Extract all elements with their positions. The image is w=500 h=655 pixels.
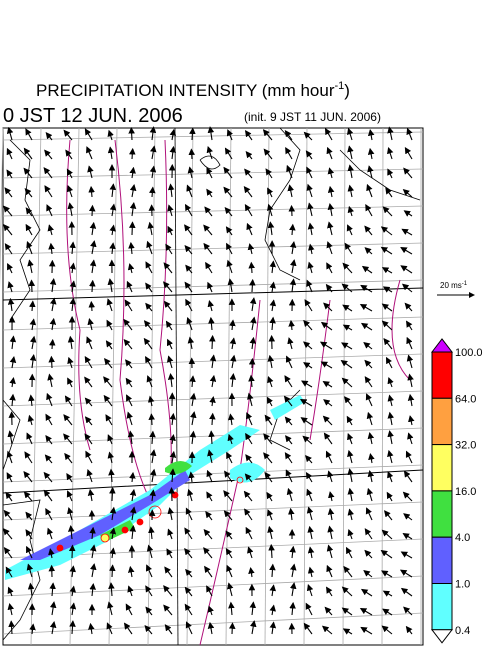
colorbar-label: 1.0 xyxy=(455,579,470,591)
map xyxy=(0,127,423,645)
wind-arrow xyxy=(112,488,113,501)
wind-arrow xyxy=(92,206,93,216)
title: PRECIPITATION INTENSITY (mm hour-1) xyxy=(36,80,350,100)
colorbar-segment xyxy=(432,398,452,444)
wind-arrow xyxy=(92,281,93,292)
reference-text: 20 ms xyxy=(440,281,462,290)
map-frame xyxy=(3,128,423,645)
reference-label: 20 ms-1 xyxy=(440,281,468,290)
wind-arrow xyxy=(232,623,233,634)
colorbar-top xyxy=(432,339,452,352)
wind-arrow xyxy=(292,206,293,216)
wind-arrow xyxy=(212,414,213,425)
wind-arrow xyxy=(91,302,92,311)
wind-arrow xyxy=(252,280,253,292)
wind-arrow xyxy=(51,357,52,368)
colorbar-bottom xyxy=(432,630,452,643)
time: 0 JST 12 JUN. 2006 xyxy=(3,105,183,127)
wind-arrow xyxy=(132,149,133,159)
title-text: PRECIPITATION INTENSITY (mm hour xyxy=(36,81,335,100)
wind-arrow xyxy=(112,565,113,577)
colorbar-segment xyxy=(432,584,452,630)
colorbar-label: 32.0 xyxy=(455,440,476,452)
wind-arrow xyxy=(72,546,73,558)
wind-arrow xyxy=(132,222,133,235)
wind-arrow xyxy=(131,128,132,140)
init-time: (init. 9 JST 11 JUN. 2006) xyxy=(244,110,381,124)
title-close: ) xyxy=(344,81,350,100)
colorbar-label: 4.0 xyxy=(455,532,470,544)
colorbar-label: 16.0 xyxy=(455,486,476,498)
wind-arrow xyxy=(172,488,173,501)
reference-vector: 20 ms-1 xyxy=(437,281,474,295)
colorbar-segment xyxy=(432,445,452,491)
colorbar-label: 64.0 xyxy=(455,393,476,405)
wind-arrow xyxy=(251,263,252,273)
colorbar-label: 100.0 xyxy=(455,347,483,359)
wind-arrow xyxy=(32,281,33,293)
wind-arrow xyxy=(212,336,213,349)
colorbar: 100.0 64.0 32.0 16.0 4.0 1.0 0.4 xyxy=(432,339,483,643)
colorbar-segment xyxy=(432,491,452,537)
wind-arrow xyxy=(191,150,192,160)
wind-arrow xyxy=(52,340,53,349)
colorbar-segment xyxy=(432,537,452,583)
wind-arrow xyxy=(151,414,152,425)
reference-sup: -1 xyxy=(462,281,468,287)
colorbar-segment xyxy=(432,352,452,398)
title-sup: -1 xyxy=(334,80,344,92)
colorbar-label: 0.4 xyxy=(455,625,470,637)
